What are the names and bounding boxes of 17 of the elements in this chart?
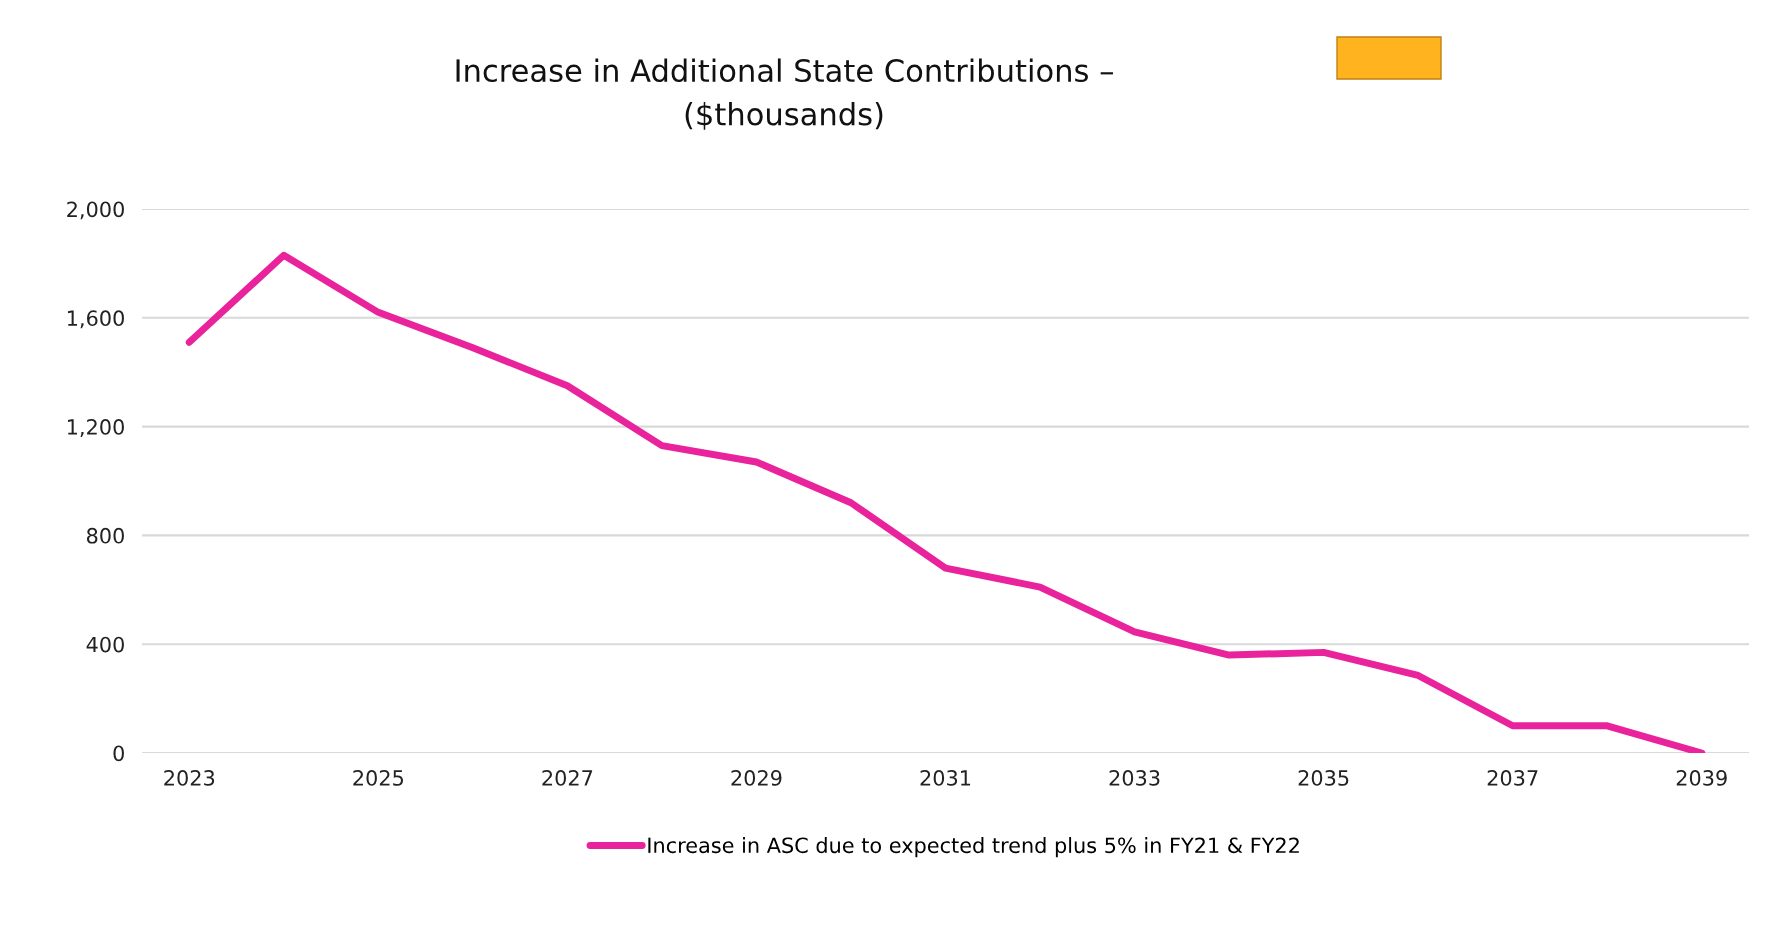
- x-tick-label: 2027: [542, 770, 593, 786]
- x-tick-label: 2031: [920, 770, 971, 786]
- x-tick-label: 2037: [1487, 770, 1538, 786]
- y-tick-label: 2,000: [67, 201, 124, 220]
- y-tick-label: 1,600: [67, 310, 124, 329]
- legend-label: Increase in ASC due to expected trend plus 5% in FY21 & FY22: [648, 837, 1299, 858]
- chart-title: Increase in Additional State Contributions – ($thousands): [456, 58, 1113, 130]
- x-tick-label: 2023: [164, 770, 215, 786]
- y-tick-label: 400: [86, 636, 124, 653]
- y-tick-label: 0: [113, 745, 124, 762]
- y-tick-label: 800: [86, 527, 124, 544]
- x-tick-label: 2035: [1298, 770, 1349, 786]
- x-tick-label: 2025: [353, 770, 404, 786]
- x-tick-label: 2029: [731, 770, 782, 786]
- y-tick-label: 1,200: [67, 419, 124, 437]
- x-tick-label: 2039: [1676, 770, 1727, 786]
- x-tick-label: 2033: [1109, 770, 1160, 786]
